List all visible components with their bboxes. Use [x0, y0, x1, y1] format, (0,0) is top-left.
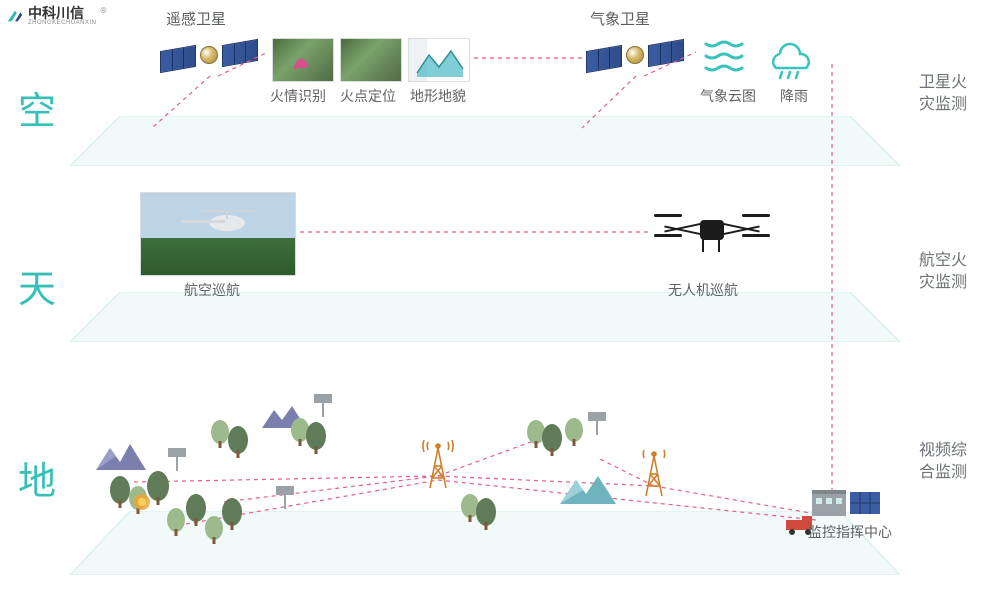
trees: [110, 418, 583, 544]
ground-scene: [0, 0, 993, 591]
command-center-icon: [812, 490, 880, 516]
camera-icon: [588, 412, 606, 435]
camera-icon: [168, 448, 186, 471]
label-command-center: 监控指挥中心: [808, 522, 892, 542]
tower-icon: [643, 450, 664, 496]
camera-icon: [314, 394, 332, 417]
